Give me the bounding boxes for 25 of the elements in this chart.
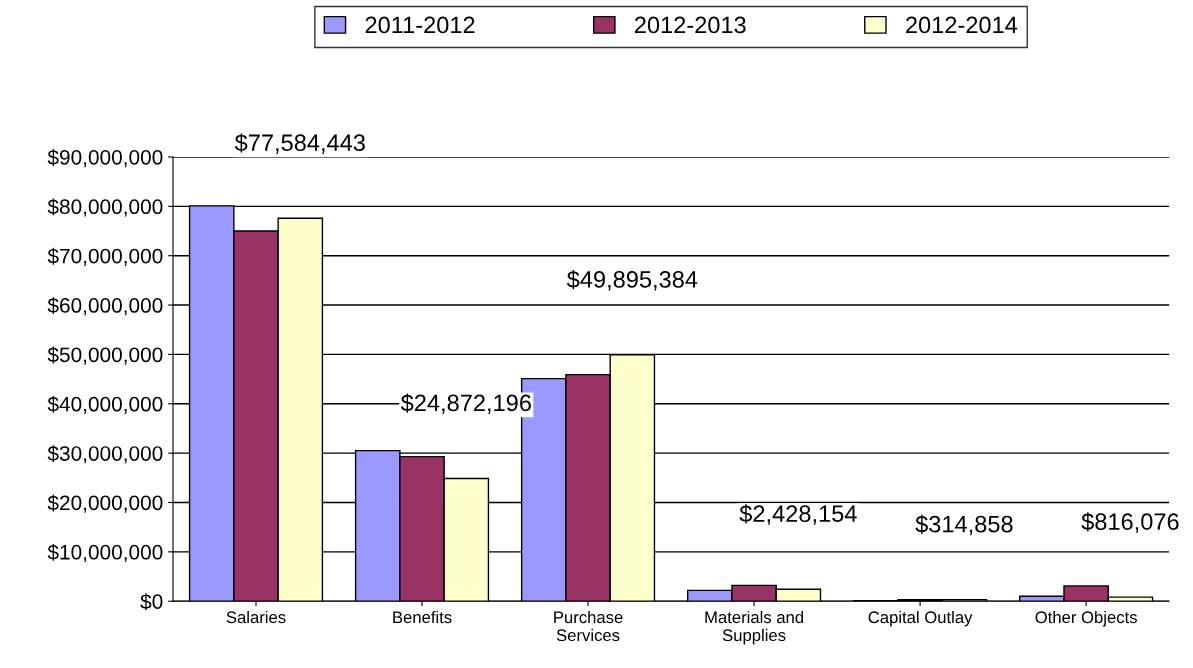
y-tick-label: $30,000,000 xyxy=(47,445,163,464)
x-tick-label: Materials and Supplies xyxy=(705,610,804,645)
data-label: $24,872,196 xyxy=(400,393,531,415)
legend-label: 2012-2014 xyxy=(906,16,1018,34)
y-tick-label: $70,000,000 xyxy=(47,247,163,266)
data-label: $314,858 xyxy=(915,514,1013,536)
y-tick-label: $50,000,000 xyxy=(47,346,163,365)
x-tick-label: Purchase Services xyxy=(554,610,623,642)
y-tick-label: $20,000,000 xyxy=(47,494,163,513)
x-tick-label: Capital Outlay xyxy=(868,610,973,627)
y-tick-label: $60,000,000 xyxy=(47,297,163,316)
legend-label: 2011-2012 xyxy=(365,16,475,34)
data-label: $77,584,443 xyxy=(234,133,365,154)
y-tick-label: $10,000,000 xyxy=(47,543,163,563)
data-label: $816,076 xyxy=(1081,512,1179,533)
y-tick-label: $90,000,000 xyxy=(47,149,163,168)
legend-label: 2012-2013 xyxy=(635,16,746,34)
x-tick-label: Other Objects xyxy=(1035,610,1137,627)
y-tick-label: $0 xyxy=(140,593,163,611)
x-tick-label: Salaries xyxy=(226,610,286,624)
x-tick-label: Benefits xyxy=(393,610,452,624)
data-label: $2,428,154 xyxy=(739,504,857,525)
y-tick-label: $40,000,000 xyxy=(47,395,163,414)
data-label: $49,895,384 xyxy=(566,270,698,291)
y-tick-label: $80,000,000 xyxy=(47,198,163,217)
